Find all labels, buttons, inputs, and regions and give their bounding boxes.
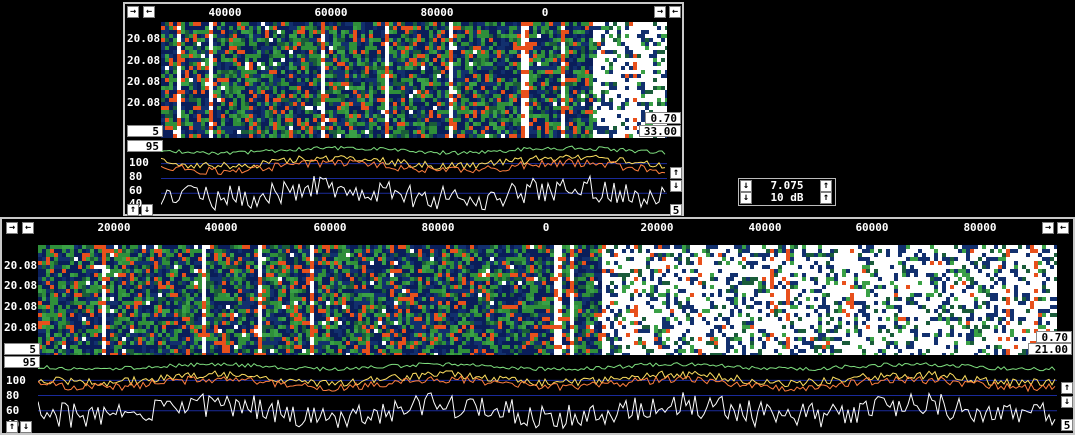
top-up-button[interactable]: ↑ [670,167,682,179]
bottom-frequency-axis: → ← 20000 40000 60000 80000 0 20000 4000… [2,219,1073,235]
bottom-freq-tick: 40000 [748,221,782,234]
bottom-waterfall-display[interactable] [38,245,1057,355]
top-freq-tick: 60000 [314,6,348,19]
control-down-button-2[interactable]: ↓ [740,192,752,204]
top-freq-tick: 40000 [208,6,242,19]
bottom-up-button[interactable]: ↑ [1061,382,1073,394]
top-gain-value[interactable]: 0.70 [645,112,681,125]
bottom-y-label: 100 [6,374,26,387]
bottom-freq-tick: 20000 [640,221,674,234]
top-spectrum-plot[interactable] [161,140,667,214]
control-up-button-2[interactable]: ↑ [820,192,832,204]
bottom-right-arrow-button[interactable]: → [1042,222,1054,234]
bottom-spectrum-panel: → ← 20000 40000 60000 80000 0 20000 4000… [0,217,1075,435]
control-up-button-1[interactable]: ↑ [820,180,832,192]
bottom-scale-up-button[interactable]: ↑ [6,421,18,433]
bottom-left-value-box[interactable]: 5 [4,343,40,356]
bottom-freq-tick: 80000 [963,221,997,234]
top-y-label: 80 [129,170,143,183]
bottom-gain-value[interactable]: 0.70 [1036,331,1072,344]
top-left-value-box[interactable]: 5 [127,125,163,138]
bottom-freq-tick: 0 [542,221,550,234]
bottom-spectrum-plot[interactable] [38,356,1057,432]
bottom-bottom-right-box[interactable]: 5 [1061,419,1073,432]
top-ref-level[interactable]: 95 [127,140,163,153]
top-left-arrow-button[interactable]: ← [669,6,681,18]
top-spectrum-panel: → ← 40000 60000 80000 0 → ← 20.08.31 20.… [123,2,684,217]
control-value-2: 10 dB [770,191,804,204]
top-range-value[interactable]: 33.00 [639,125,681,138]
top-waterfall-display[interactable] [161,22,667,138]
bottom-y-label: 60 [6,404,20,417]
bottom-freq-tick: 60000 [855,221,889,234]
top-scale-up-button[interactable]: ↑ [127,204,139,216]
settings-control-box: ↓ 7.075 ↑ ↓ 10 dB ↑ [738,178,836,206]
top-freq-tick: 80000 [420,6,454,19]
top-bottom-right-box[interactable]: 5 [670,204,682,217]
top-y-label: 60 [129,184,143,197]
bottom-freq-tick: 80000 [421,221,455,234]
top-freq-tick: 0 [541,6,549,19]
top-y-label: 100 [129,156,149,169]
bottom-freq-tick: 20000 [97,221,131,234]
top-scroll-right-button[interactable]: → [127,6,139,18]
bottom-scale-down-button[interactable]: ↓ [20,421,32,433]
control-value-1: 7.075 [770,179,804,192]
bottom-scroll-right-button[interactable]: → [6,222,18,234]
bottom-down-button[interactable]: ↓ [1061,396,1073,408]
top-frequency-axis: → ← 40000 60000 80000 0 → ← [125,4,682,20]
bottom-y-label: 80 [6,389,20,402]
control-down-button-1[interactable]: ↓ [740,180,752,192]
bottom-freq-tick: 60000 [313,221,347,234]
top-right-arrow-button[interactable]: → [654,6,666,18]
top-down-button[interactable]: ↓ [670,180,682,192]
top-scroll-left-button[interactable]: ← [143,6,155,18]
top-scale-down-button[interactable]: ↓ [141,204,153,216]
bottom-range-value[interactable]: 21.00 [1028,343,1072,356]
bottom-freq-tick: 40000 [204,221,238,234]
bottom-scroll-left-button[interactable]: ← [22,222,34,234]
bottom-ref-level[interactable]: 95 [4,356,40,369]
bottom-left-arrow-button[interactable]: ← [1057,222,1069,234]
